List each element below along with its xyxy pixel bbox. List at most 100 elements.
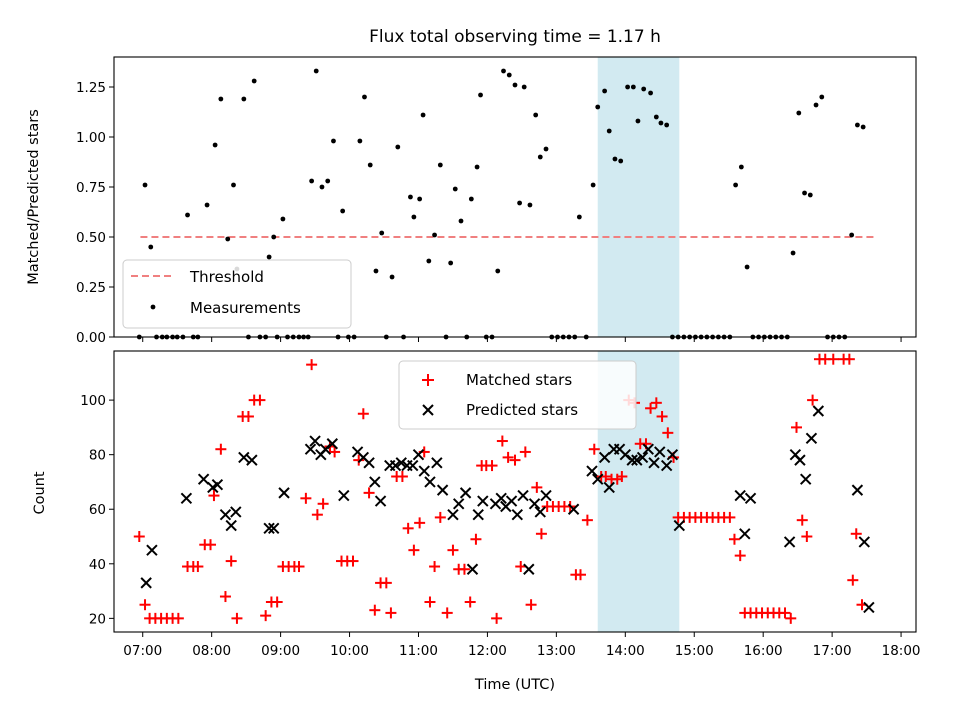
predicted-star-marker (268, 522, 280, 535)
matched-star-marker (502, 451, 514, 463)
predicted-star-marker (263, 522, 275, 535)
ratio-y-tick-label: 0.00 (76, 330, 106, 346)
matched-star-marker (139, 599, 151, 611)
ratio-panel: 0.00 0.25 0.50 0.75 1.00 1.25 Matched/Predict… (26, 56, 917, 346)
matched-star-marker (807, 394, 819, 406)
count-legend: Matched stars Predicted stars (398, 360, 637, 430)
predicted-star-marker (338, 489, 350, 502)
x-tick-label: 08:00 (192, 643, 231, 659)
predicted-star-marker (447, 508, 459, 521)
measurement-point (411, 214, 417, 220)
predicted-star-marker (369, 476, 381, 488)
predicted-star-marker (534, 506, 546, 518)
measurement-point (309, 178, 315, 184)
matched-star-marker (645, 402, 657, 414)
matched-star-marker (424, 596, 436, 608)
predicted-star-marker (528, 498, 541, 510)
matched-star-marker (254, 394, 266, 406)
matched-star-marker (231, 612, 243, 624)
predicted-star-marker (363, 457, 375, 469)
predicted-star-marker (424, 476, 436, 488)
matched-star-marker (491, 612, 503, 624)
measurement-point (630, 84, 636, 90)
measurement-point (612, 156, 618, 162)
measurement-point (474, 164, 480, 170)
measurement-point (148, 244, 154, 250)
ratio-x-ticks (142, 337, 902, 342)
predicted-star-marker (230, 506, 242, 518)
measurement-point (517, 200, 522, 206)
ratio-y-axis: 0.00 0.25 0.50 0.75 1.00 1.25 (76, 80, 114, 346)
matched-star-marker (271, 596, 283, 608)
count-series-layer (133, 353, 875, 624)
measurement-point (807, 192, 813, 198)
measurement-point (590, 182, 596, 188)
matched-star-marker (447, 544, 459, 556)
predicted-star-marker (146, 544, 158, 556)
predicted-star-marker (459, 487, 472, 499)
measurement-point (576, 214, 582, 220)
predicted-star-marker (472, 508, 484, 521)
predicted-star-marker (739, 528, 751, 540)
matched-star-marker (519, 446, 531, 458)
matched-star-marker (311, 509, 323, 521)
matched-star-marker (791, 421, 803, 433)
predicted-star-marker (567, 503, 580, 515)
measurement-point (733, 182, 739, 188)
measurement-point (266, 254, 272, 260)
measurement-point (241, 96, 247, 102)
measurement-point (340, 208, 346, 214)
matched-star-marker (441, 607, 453, 619)
count-panel: 20 40 60 80 100 07:00 08:00 09:00 10:00 11:00 12:… (32, 350, 921, 693)
threshold-legend-label: Threshold (189, 268, 264, 286)
measurement-point (537, 154, 543, 160)
measurement-point (606, 128, 612, 134)
measurement-point (602, 88, 608, 94)
matched-star-marker (133, 531, 145, 543)
count-legend-box (398, 360, 637, 430)
measurement-point (595, 104, 601, 110)
matched-star-marker (531, 481, 543, 493)
count-y-tick-label: 20 (89, 611, 106, 627)
count-y-axis: 20 40 60 80 100 (80, 393, 114, 627)
x-tick-label: 12:00 (468, 643, 507, 659)
measurement-point (478, 92, 483, 98)
predicted-star-marker (511, 508, 524, 521)
ratio-legend: Threshold Measurements (122, 259, 352, 329)
predicted-star-marker (666, 448, 679, 461)
measurement-point (512, 82, 518, 88)
matched-star-marker (843, 353, 855, 365)
measurement-point (313, 68, 319, 74)
chart-title: Flux total observing time = 1.17 h (369, 27, 661, 47)
matched-legend-swatch (422, 374, 434, 386)
predicted-star-marker (603, 481, 615, 494)
predicted-star-marker (374, 495, 387, 507)
measurement-point (543, 146, 549, 152)
matched-star-marker (581, 514, 593, 526)
measurement-point (417, 196, 423, 202)
measurement-point (533, 112, 539, 118)
measurement-point (458, 218, 464, 224)
matched-star-marker (496, 435, 508, 447)
measurement-point (420, 112, 426, 118)
matched-star-marker (408, 544, 420, 556)
measurement-point (849, 232, 855, 238)
predicted-star-marker (592, 473, 604, 485)
x-tick-label: 15:00 (675, 643, 714, 659)
measurement-point (625, 84, 631, 90)
count-y-tick-label: 40 (89, 557, 106, 573)
matched-star-marker (429, 561, 441, 573)
matched-star-marker (850, 528, 862, 540)
predicted-star-marker (851, 484, 864, 496)
measurement-point (813, 102, 819, 108)
measurement-point (280, 216, 286, 222)
ratio-legend-box (122, 259, 352, 329)
matched-star-marker (724, 511, 736, 523)
matched-star-marker (650, 397, 662, 409)
measurement-point (855, 122, 860, 128)
predicted-star-marker (744, 492, 757, 505)
predicted-star-marker (648, 457, 660, 469)
measurement-point (389, 274, 395, 280)
predicted-star-marker (466, 563, 479, 575)
measurement-point (790, 250, 796, 256)
